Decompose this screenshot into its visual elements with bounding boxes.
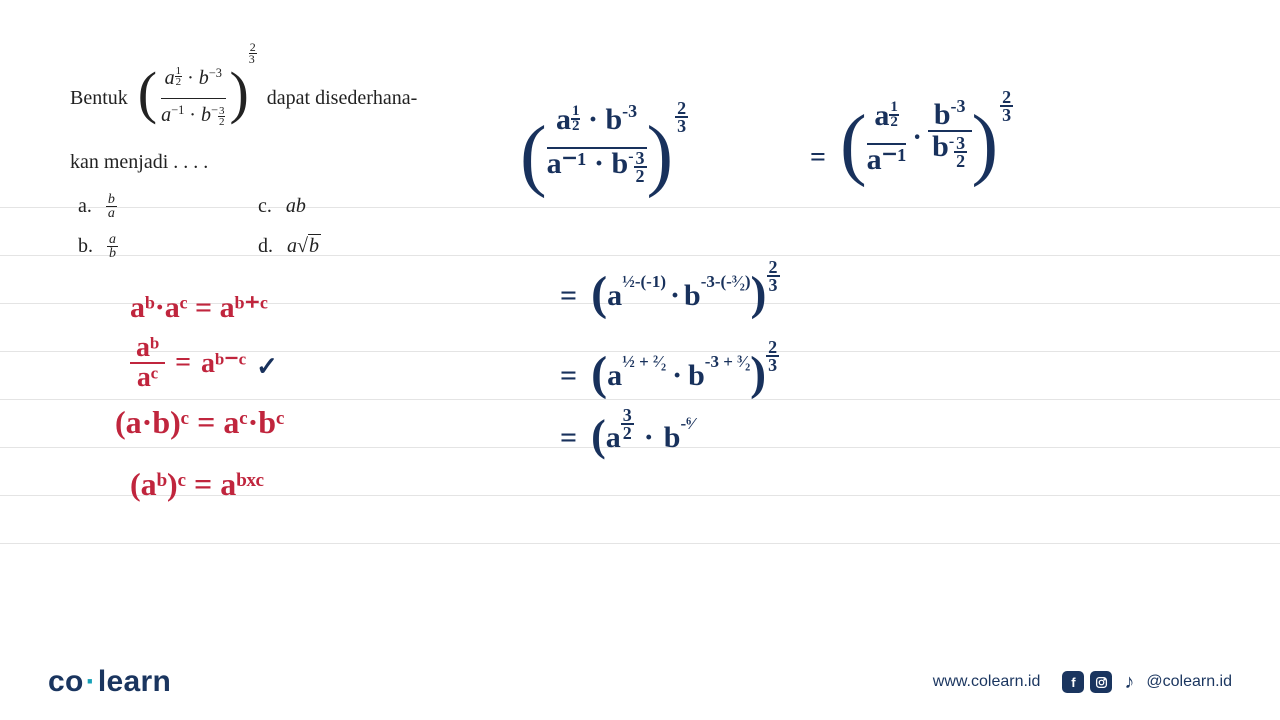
choice-c-label: c. [258,190,272,222]
eq-1: = [810,142,826,174]
choice-d: d. ab [258,230,408,262]
logo-dot: · [84,665,98,698]
rule-4: (aᵇ)ᶜ = aᵇˣᶜ [130,466,264,503]
work-line-3: = ( a½ + ²⁄₂ · b-3 + ³⁄₂ ) 23 [560,348,779,403]
footer-url: www.colearn.id [933,673,1041,691]
social-icons: f ♪ @colearn.id [1062,671,1232,693]
dot: · [187,67,194,89]
den-a-exp: −1 [171,103,184,117]
choice-a: a. ba [78,190,228,222]
facebook-icon: f [1062,671,1084,693]
logo-part-b: learn [98,665,171,698]
choice-b-val: ab [107,233,118,260]
work-line-2: = ( a½-(-1) · b-3-(-³⁄₂) ) 23 [560,268,780,323]
lead-text: Bentuk [70,82,128,114]
dot2: · [189,104,196,126]
tiktok-icon: ♪ [1118,671,1140,693]
outer-exp-1: 23 [675,100,688,134]
num-a-exp: 12 [175,66,183,87]
rule-1: aᵇ·aᶜ = aᵇ⁺ᶜ [130,290,268,325]
choice-c: c. ab [258,190,408,222]
main-expression: ( a12 · b−3 a−1 · b−32 ) 23 [138,62,257,134]
paren-right: ) [229,66,248,120]
instagram-icon [1090,671,1112,693]
footer-handle: @colearn.id [1146,673,1232,691]
logo-part-a: co [48,665,84,698]
footer-right: www.colearn.id f ♪ @colearn.id [933,671,1232,693]
choice-a-val: ba [106,193,117,220]
rule-2: aᵇaᶜ = aᵇ⁻ᶜ ✓ [130,334,278,392]
paren-left: ( [138,66,157,120]
page: Bentuk ( a12 · b−3 a−1 · b−32 ) 23 [0,0,1280,720]
choice-a-label: a. [78,190,92,222]
outer-exponent: 23 [249,42,257,65]
num-a: a [165,67,175,89]
choices: a. ba c. ab b. ab d. ab [78,190,530,262]
fraction: a12 · b−3 a−1 · b−32 [157,62,229,134]
check-icon: ✓ [256,352,278,382]
frac1: a12 · b-3 a⁻¹ · b-32 [547,105,647,193]
rule-3: (a·b)ᶜ = aᶜ·bᶜ [115,404,284,441]
choice-d-val: ab [287,230,321,262]
problem-line-2: kan menjadi . . . . [70,146,530,178]
work-line-1-right: a12 a⁻¹ · b-3 b-32 23 [840,100,1013,176]
choice-d-label: d. [258,230,273,262]
den-b-exp: −32 [211,103,226,117]
denominator: a−1 · b−32 [157,99,229,134]
den-a: a [161,104,171,126]
num-b-exp: −3 [209,66,222,80]
problem-line-1: Bentuk ( a12 · b−3 a−1 · b−32 ) 23 [70,62,530,134]
choice-b-label: b. [78,230,93,262]
footer: co·learn www.colearn.id f ♪ @colearn.id [0,650,1280,720]
choice-c-val: ab [286,190,306,222]
numerator: a12 · b−3 [161,62,226,99]
tail-text: dapat disederhana- [267,82,417,114]
problem-block: Bentuk ( a12 · b−3 a−1 · b−32 ) 23 [70,62,530,262]
work-line-4: = ( a32 · b-⁶⁄ [560,412,694,463]
den-b: b [201,104,211,126]
work-line-1-left: a12 · b-3 a⁻¹ · b-32 23 [520,105,688,193]
num-b: b [199,67,209,89]
choice-b: b. ab [78,230,228,262]
logo: co·learn [48,665,171,699]
